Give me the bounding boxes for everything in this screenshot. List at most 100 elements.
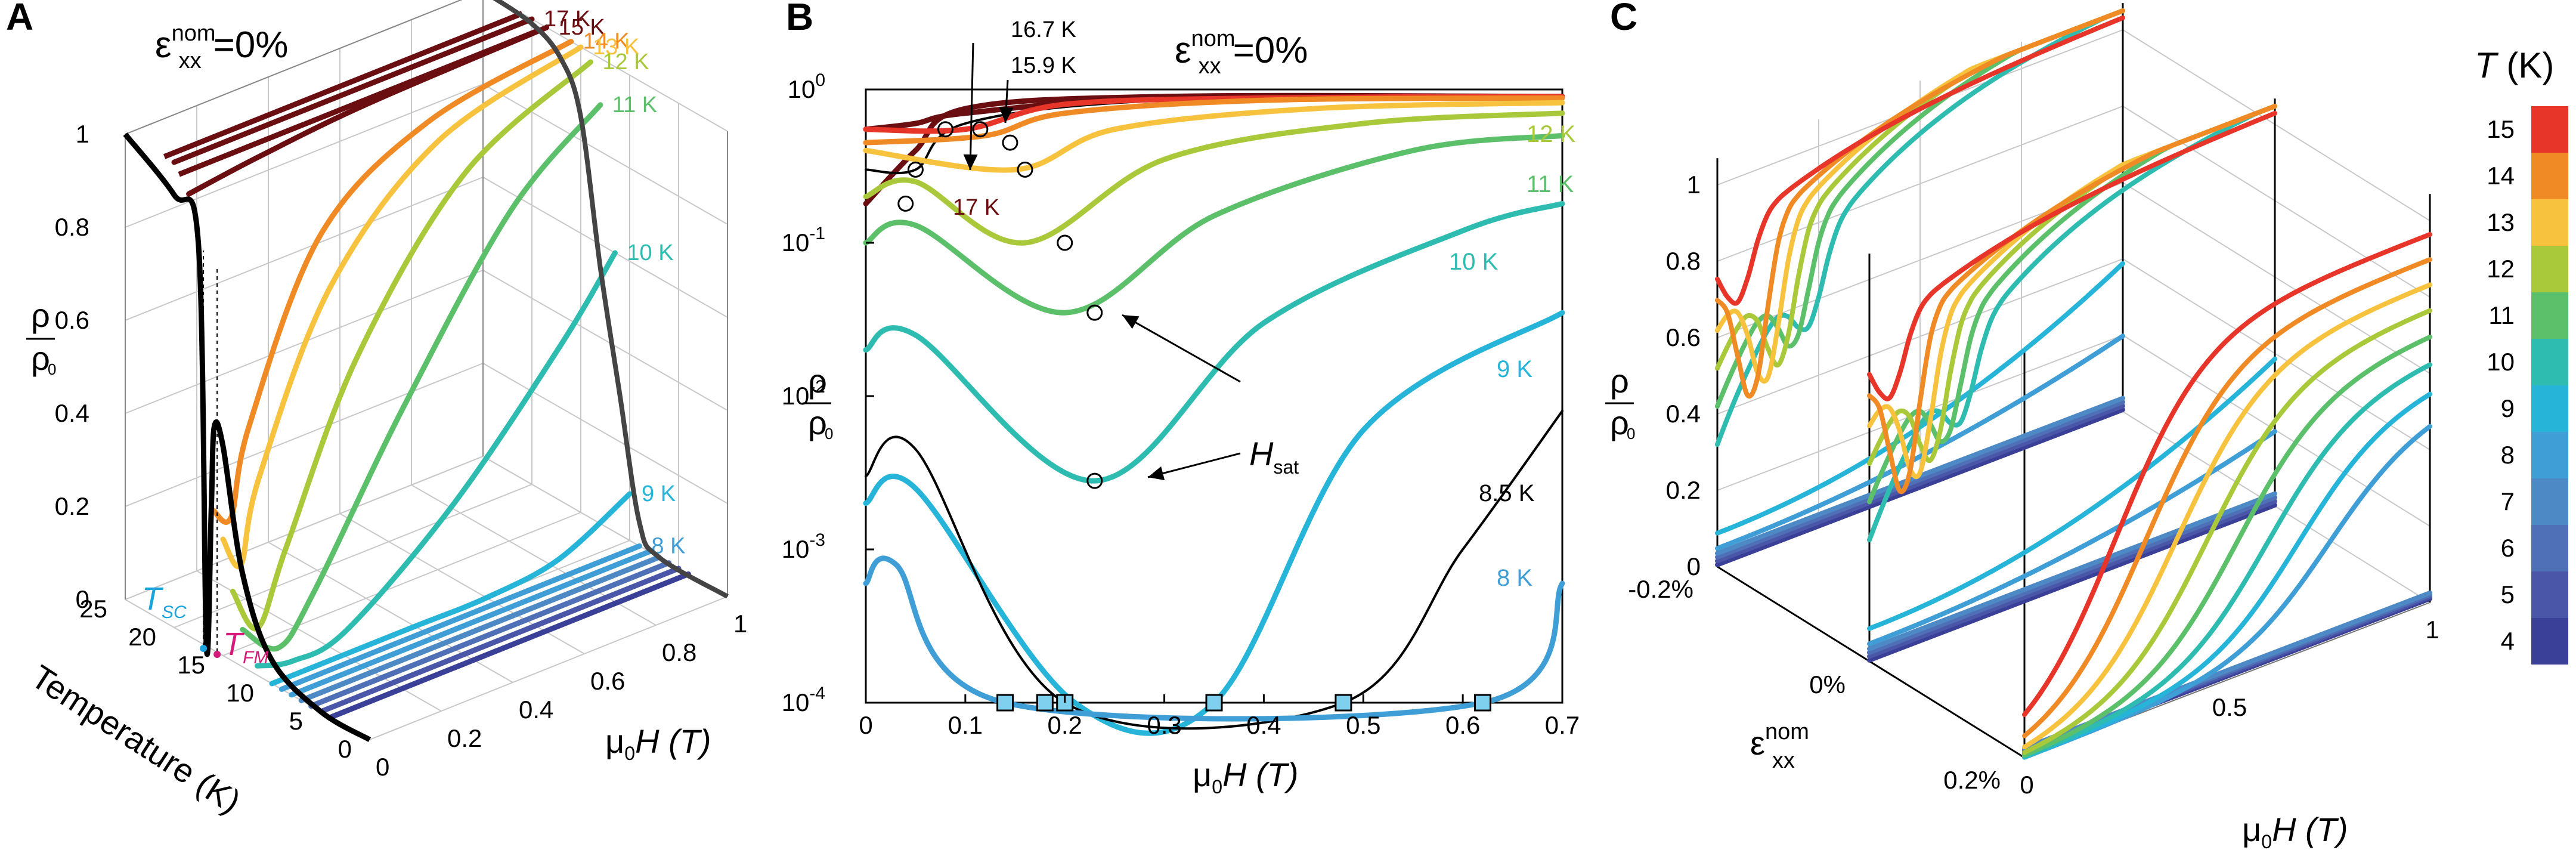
b-y-tick: 10-4 bbox=[782, 684, 825, 716]
c-curve-p2-t12 bbox=[2022, 308, 2432, 755]
a-y-tick: 0 bbox=[76, 585, 89, 613]
panel-c-strain-label: εnom xx bbox=[1750, 719, 1809, 773]
a-series-label: 13 K bbox=[593, 35, 639, 60]
grid-line bbox=[482, 363, 728, 504]
a-y-tick: 0.2 bbox=[55, 492, 89, 520]
b-hsat-marker bbox=[1017, 161, 1033, 178]
panel-b-frame bbox=[865, 88, 1563, 704]
panel-b: B 12 K11 K10 K9 K8.5 K8 K 0 0.1 0.2 0.3 0.4 0… bbox=[782, 0, 1580, 798]
b-zero-marker bbox=[1036, 694, 1054, 712]
grid-line bbox=[174, 484, 532, 628]
a-z-tick: 10 bbox=[226, 679, 254, 707]
grid-line bbox=[125, 177, 484, 321]
colorbar-label: 5 bbox=[2501, 580, 2515, 608]
b-hsat-marker bbox=[1057, 234, 1073, 251]
b-arrow-15-9k-head bbox=[999, 107, 1014, 123]
panel-b-letter: B bbox=[786, 0, 813, 38]
panel-a-curves: 17 K15 K14 K13 K12 K11 K10 K9 K8 K bbox=[123, 0, 729, 742]
panel-b-curves: 12 K 11 K 10 K 9 K 8.5 K 8 K bbox=[863, 92, 1576, 736]
colorbar-label: 9 bbox=[2501, 394, 2515, 422]
b-hsat-marker bbox=[1002, 134, 1018, 151]
b-arrow-16-7k bbox=[969, 42, 974, 171]
colorbar-cell bbox=[2531, 478, 2568, 525]
c-field-tick: 0 bbox=[2020, 771, 2033, 799]
colorbar-label: 14 bbox=[2487, 162, 2515, 190]
b-series-label: 8 K bbox=[1497, 565, 1532, 591]
b-hsat-arrow-1 bbox=[1122, 314, 1241, 383]
a-curve-8k bbox=[278, 543, 642, 692]
a-z-tick: 5 bbox=[289, 707, 303, 735]
c-grid-line bbox=[2122, 182, 2431, 374]
a-curve-11k bbox=[240, 102, 603, 652]
colorbar: T (K) 15 14 13 12 11 10 9 8 7 6 5 4 bbox=[2475, 45, 2568, 665]
colorbar-cells bbox=[2531, 106, 2568, 665]
c-curve-p2-t15 bbox=[2022, 232, 2432, 717]
c-curve-p1-t4 bbox=[1867, 502, 2277, 663]
a-series-label: 9 K bbox=[642, 481, 676, 506]
panel-a-xlabel: μ0H (T) bbox=[605, 722, 711, 764]
a-curve-extra bbox=[163, 11, 524, 159]
b-hsat-marker bbox=[897, 195, 914, 212]
c-y-tick: 0.2 bbox=[1666, 476, 1701, 504]
colorbar-cell bbox=[2531, 385, 2568, 432]
c-curve-p1-t6 bbox=[1867, 495, 2277, 655]
panel-b-markers bbox=[897, 42, 1492, 712]
a-curve-12k bbox=[230, 59, 593, 632]
a-high-field-curve bbox=[493, 0, 729, 599]
a-curve-5k bbox=[318, 565, 682, 715]
a-y-tick: 1 bbox=[76, 120, 89, 148]
b-plot-frame bbox=[865, 88, 1563, 704]
colorbar-cell bbox=[2531, 525, 2568, 571]
c-grid-line bbox=[2122, 258, 2431, 450]
b-y-tick: 10-1 bbox=[782, 224, 825, 257]
a-z-tick: 15 bbox=[177, 651, 205, 679]
grid-line bbox=[125, 84, 484, 228]
colorbar-cell bbox=[2531, 106, 2568, 153]
a-y-tick: 0.6 bbox=[55, 306, 89, 334]
grid-line bbox=[482, 270, 728, 411]
b-hsat-marker bbox=[1086, 304, 1103, 321]
a-series-label: 15 K bbox=[559, 15, 605, 40]
b-hsat-arrow-2 bbox=[1147, 452, 1241, 478]
panel-c-xlabel: μ0H (T) bbox=[2242, 811, 2348, 852]
a-series-label: 14 K bbox=[583, 29, 630, 54]
svg-text:ρ: ρ bbox=[31, 339, 50, 377]
a-y-tick: 0.8 bbox=[55, 213, 89, 241]
a-x-tick: 0 bbox=[376, 753, 389, 781]
c-curve-p1-t14 bbox=[1867, 104, 2277, 495]
a-x-tick: 0.6 bbox=[590, 667, 625, 695]
grid-line bbox=[125, 363, 484, 507]
a-y-tick: 0.4 bbox=[55, 399, 89, 427]
b-y-tick: 10-2 bbox=[782, 377, 825, 410]
c-curve-p0-t6 bbox=[1715, 400, 2125, 560]
b-curve-12k bbox=[863, 110, 1565, 246]
colorbar-cell bbox=[2531, 199, 2568, 246]
a-curve-17k bbox=[171, 16, 535, 165]
b-x-tick: 0.5 bbox=[1346, 711, 1380, 739]
c-curve-p0-t10 bbox=[1715, 8, 2125, 447]
b-hsat-marker bbox=[1086, 472, 1103, 489]
panel-a-letter: A bbox=[6, 0, 33, 38]
b-curve-10k bbox=[863, 200, 1565, 484]
b-y-tick: 100 bbox=[788, 70, 825, 103]
b-x-tick: 0.4 bbox=[1246, 711, 1281, 739]
c-y-tick: 1 bbox=[1687, 171, 1701, 199]
c-curve-p2-t14 bbox=[2022, 257, 2432, 738]
c-curve-p2-t13 bbox=[2022, 282, 2432, 750]
hsat-label: Hsat bbox=[1249, 435, 1299, 478]
a-curve-10k bbox=[254, 250, 618, 669]
b-hsat-arrow-2-head bbox=[1148, 466, 1165, 481]
svg-text:0: 0 bbox=[1627, 425, 1635, 443]
svg-text:0: 0 bbox=[48, 360, 56, 378]
c-curve-p1-t9 bbox=[1867, 356, 2277, 631]
b-hsat-marker bbox=[972, 121, 989, 138]
colorbar-title: T (K) bbox=[2475, 45, 2554, 85]
panel-c-ylabel: ρ ρ 0 bbox=[1605, 362, 1635, 443]
a-series-label: 17 K bbox=[544, 7, 590, 32]
b-curve-11k bbox=[863, 132, 1565, 316]
panel-b-ylabel: ρ ρ 0 bbox=[803, 362, 833, 443]
b-x-tick: 0.2 bbox=[1048, 711, 1082, 739]
b-zero-marker bbox=[1474, 694, 1492, 712]
